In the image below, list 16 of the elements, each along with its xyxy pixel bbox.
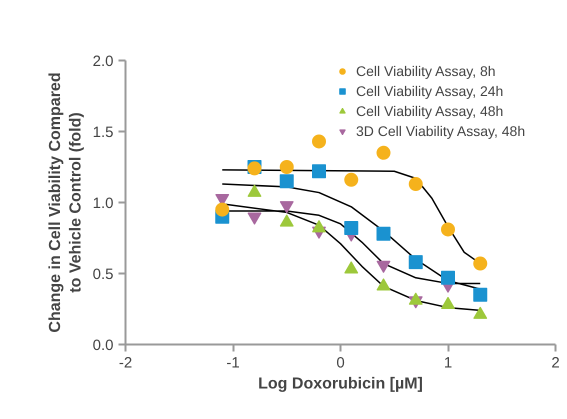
legend-label: 3D Cell Viability Assay, 48h — [356, 122, 526, 140]
y-tick-label: 1.5 — [92, 124, 114, 141]
x-tick-label: 1 — [444, 354, 452, 372]
y-tick-label: 2.0 — [92, 53, 114, 70]
x-tick-label: 2 — [551, 354, 560, 372]
x-tick-label: 0 — [336, 354, 345, 372]
x-tick-label: -1 — [226, 354, 240, 372]
legend-label: Cell Viability Assay, 24h — [356, 82, 504, 100]
x-axis-title: Log Doxorubicin [µM] — [258, 376, 423, 392]
y-axis-title: Change in Cell Viability Compared to Vehicle Control (fold) — [47, 72, 85, 333]
x-tick-label: -2 — [118, 354, 132, 372]
legend-label: Cell Viability Assay, 48h — [356, 102, 504, 120]
y-tick-label: 0.5 — [92, 266, 114, 283]
y-tick-label: 1.0 — [92, 195, 114, 212]
legend-label: Cell Viability Assay, 8h — [356, 62, 496, 80]
y-tick-label: 0.0 — [92, 337, 114, 354]
